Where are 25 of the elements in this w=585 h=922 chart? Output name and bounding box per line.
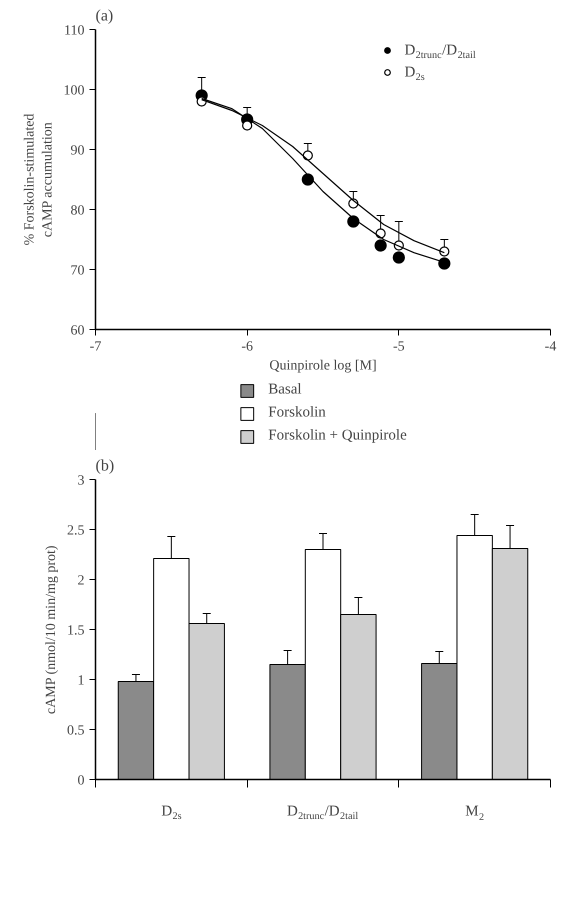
y-tick-label: 110 (64, 24, 85, 38)
y-tick-label: 2.5 (67, 524, 84, 538)
chart-title: (a) (96, 8, 114, 24)
legend-label: Basal (268, 382, 302, 398)
chart-title: (b) (96, 458, 114, 474)
y-tick-label: 3 (78, 474, 84, 488)
x-axis-title: Quinpirole log [M] (269, 358, 377, 374)
y-tick-label: 70 (70, 264, 84, 278)
x-tick-label: -7 (90, 340, 102, 354)
x-tick-label: -4 (544, 340, 556, 354)
y-tick-label: 80 (70, 204, 84, 218)
y-tick-label: 60 (70, 324, 84, 338)
x-tick-label: -6 (241, 340, 254, 354)
y-tick-label: 90 (70, 144, 84, 158)
y-tick-label: 0 (78, 774, 84, 788)
y-axis-title: cAMP (nmol/10 min/mg prot) (44, 545, 59, 714)
x-tick-label: -5 (393, 340, 405, 354)
y-tick-label: 1.5 (67, 624, 84, 638)
y-tick-label: 0.5 (67, 724, 84, 738)
y-axis-title: % Forskolin-stimulated cAMP accumulation (22, 114, 56, 246)
y-tick-label: 100 (64, 84, 84, 98)
y-tick-label: 1 (78, 674, 84, 688)
legend-label: Forskolin + Quinpirole (268, 428, 407, 444)
y-tick-label: 2 (78, 574, 84, 588)
legend-label: Forskolin (268, 404, 326, 422)
